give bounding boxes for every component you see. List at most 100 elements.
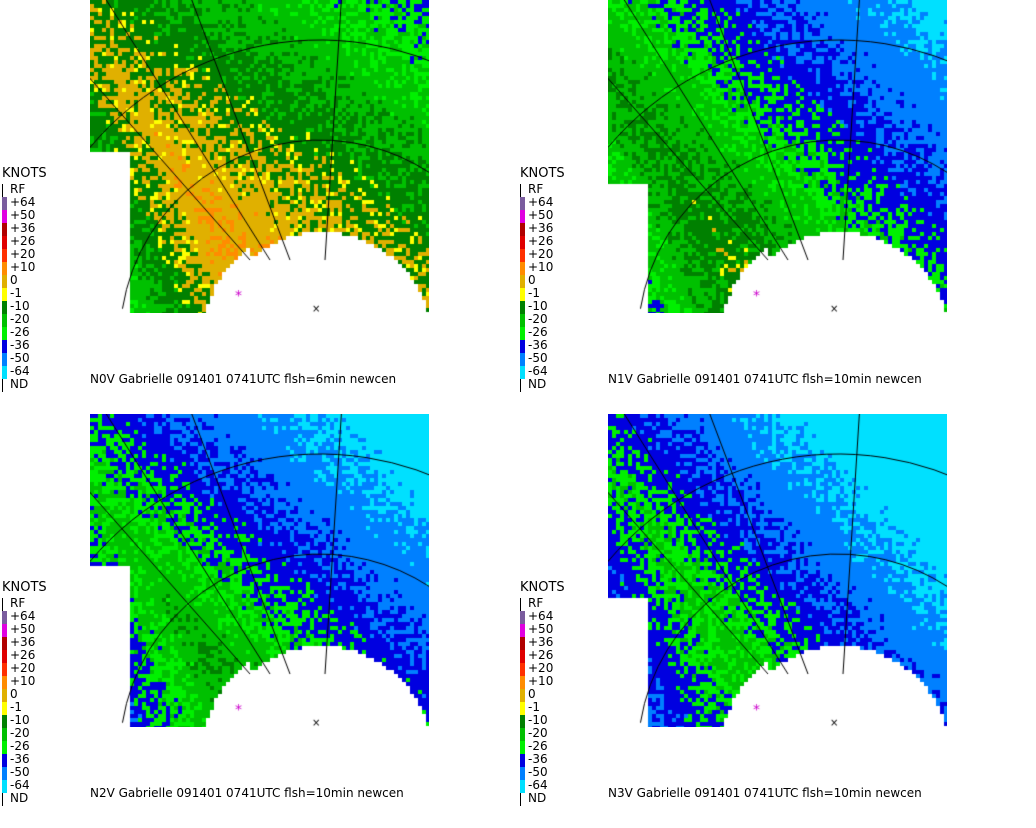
legend-swatch bbox=[2, 754, 7, 767]
velocity-map bbox=[90, 414, 429, 727]
legend-entry: -1 bbox=[2, 700, 70, 715]
legend-label: +50 bbox=[10, 622, 36, 636]
legend-swatch bbox=[2, 275, 7, 288]
legend-label: +20 bbox=[528, 661, 554, 675]
legend-label: -64 bbox=[528, 778, 548, 792]
legend-swatch bbox=[520, 663, 525, 676]
legend-entry: ND bbox=[520, 378, 588, 392]
panel-caption: N0V Gabrielle 091401 0741UTC flsh=6min n… bbox=[90, 372, 397, 386]
legend-swatch bbox=[2, 301, 7, 314]
legend-swatch bbox=[520, 598, 525, 611]
legend-entry: -64 bbox=[2, 365, 70, 379]
legend-label: +26 bbox=[528, 648, 554, 662]
legend-entry: +20 bbox=[520, 247, 588, 262]
legend-title: KNOTS bbox=[520, 166, 565, 181]
legend-swatch bbox=[520, 340, 525, 353]
legend-label: +20 bbox=[10, 247, 36, 261]
legend-swatch bbox=[2, 340, 7, 353]
legend-entry: 0 bbox=[520, 274, 588, 288]
legend-swatch bbox=[2, 197, 7, 210]
legend-label: +26 bbox=[10, 648, 36, 662]
legend-label: -36 bbox=[10, 752, 30, 766]
legend-swatch bbox=[2, 728, 7, 741]
legend-label: +64 bbox=[528, 195, 554, 209]
legend-swatch bbox=[520, 210, 525, 223]
legend-entry: -26 bbox=[2, 326, 70, 340]
legend-swatch bbox=[2, 650, 7, 663]
legend-label: -1 bbox=[10, 700, 22, 714]
legend-entry: +20 bbox=[2, 247, 70, 262]
legend-swatch bbox=[520, 249, 525, 262]
legend-entry: ND bbox=[2, 792, 70, 806]
legend-swatch bbox=[2, 314, 7, 327]
legend-swatch bbox=[2, 741, 7, 754]
legend-swatch bbox=[520, 288, 525, 301]
legend-label: -1 bbox=[10, 286, 22, 300]
legend-label: -50 bbox=[10, 351, 30, 365]
legend-swatch bbox=[2, 637, 7, 650]
legend-swatch bbox=[520, 689, 525, 702]
legend-label: +10 bbox=[10, 674, 36, 688]
legend-title: KNOTS bbox=[520, 580, 565, 595]
legend-entry: ND bbox=[520, 792, 588, 806]
legend-swatch bbox=[520, 197, 525, 210]
legend-swatch bbox=[520, 611, 525, 624]
legend-entry: -20 bbox=[520, 726, 588, 741]
panel-caption: N2V Gabrielle 091401 0741UTC flsh=10min … bbox=[90, 786, 404, 800]
legend-label: +36 bbox=[10, 221, 36, 235]
legend-entry: -20 bbox=[2, 726, 70, 741]
legend-entry: +36 bbox=[2, 635, 70, 650]
legend-entry: +64 bbox=[520, 609, 588, 624]
legend-entry: RF bbox=[520, 597, 588, 611]
legend-entry: -36 bbox=[520, 753, 588, 767]
legend-entry: RF bbox=[520, 183, 588, 197]
legend-entry: +26 bbox=[2, 235, 70, 249]
legend-label: +20 bbox=[10, 661, 36, 675]
legend-swatch bbox=[2, 598, 7, 611]
legend-swatch bbox=[2, 288, 7, 301]
velocity-legend: KNOTS RF +64 +50 +36 +26 +20 +10 0 -1 -10 -20 -26 -3… bbox=[0, 580, 70, 810]
radar-panel-n1v: KNOTS RF +64 +50 +36 +26 +20 +10 0 -1 -10 -20 -26 -3… bbox=[518, 0, 1036, 414]
velocity-map bbox=[608, 0, 947, 313]
legend-label: -36 bbox=[528, 338, 548, 352]
panel-caption: N1V Gabrielle 091401 0741UTC flsh=10min … bbox=[608, 372, 922, 386]
legend-swatch bbox=[520, 741, 525, 754]
legend-entry: +10 bbox=[2, 261, 70, 275]
legend-entry: -26 bbox=[520, 739, 588, 754]
legend-label: +10 bbox=[528, 260, 554, 274]
legend-entry: -10 bbox=[2, 300, 70, 314]
legend-swatch bbox=[520, 767, 525, 780]
legend-label: -26 bbox=[10, 739, 30, 753]
legend-label: -20 bbox=[10, 726, 30, 740]
legend-label: +50 bbox=[10, 208, 36, 222]
legend-swatch bbox=[2, 611, 7, 624]
legend-swatch bbox=[2, 249, 7, 262]
legend-swatch bbox=[2, 353, 7, 366]
legend-label: -20 bbox=[528, 726, 548, 740]
legend-swatch bbox=[520, 184, 525, 197]
legend-label: +20 bbox=[528, 247, 554, 261]
legend-label: -26 bbox=[528, 739, 548, 753]
legend-label: +64 bbox=[528, 609, 554, 623]
legend-swatch bbox=[520, 637, 525, 650]
legend-entry: -64 bbox=[520, 778, 588, 793]
legend-swatch bbox=[520, 327, 525, 340]
legend-entry: -36 bbox=[2, 752, 70, 767]
legend-entry: -26 bbox=[520, 326, 588, 340]
legend-swatch bbox=[520, 223, 525, 236]
legend-entry: +20 bbox=[2, 661, 70, 676]
legend-swatch bbox=[2, 327, 7, 340]
legend-label: +36 bbox=[10, 635, 36, 649]
legend-swatch bbox=[2, 223, 7, 236]
legend-entry: -50 bbox=[520, 766, 588, 780]
radar-panel-n2v: KNOTS RF +64 +50 +36 +26 +20 +10 0 -1 -10 -20 -26 -3… bbox=[0, 414, 518, 828]
legend-entry: +20 bbox=[520, 661, 588, 676]
legend-swatch bbox=[2, 702, 7, 715]
legend-entry: -36 bbox=[2, 339, 70, 353]
legend-swatch bbox=[2, 676, 7, 689]
legend-label: -64 bbox=[528, 364, 548, 378]
legend-swatch bbox=[520, 793, 525, 806]
legend-swatch bbox=[520, 754, 525, 767]
legend-entry: +64 bbox=[2, 610, 70, 624]
legend-swatch bbox=[520, 236, 525, 249]
